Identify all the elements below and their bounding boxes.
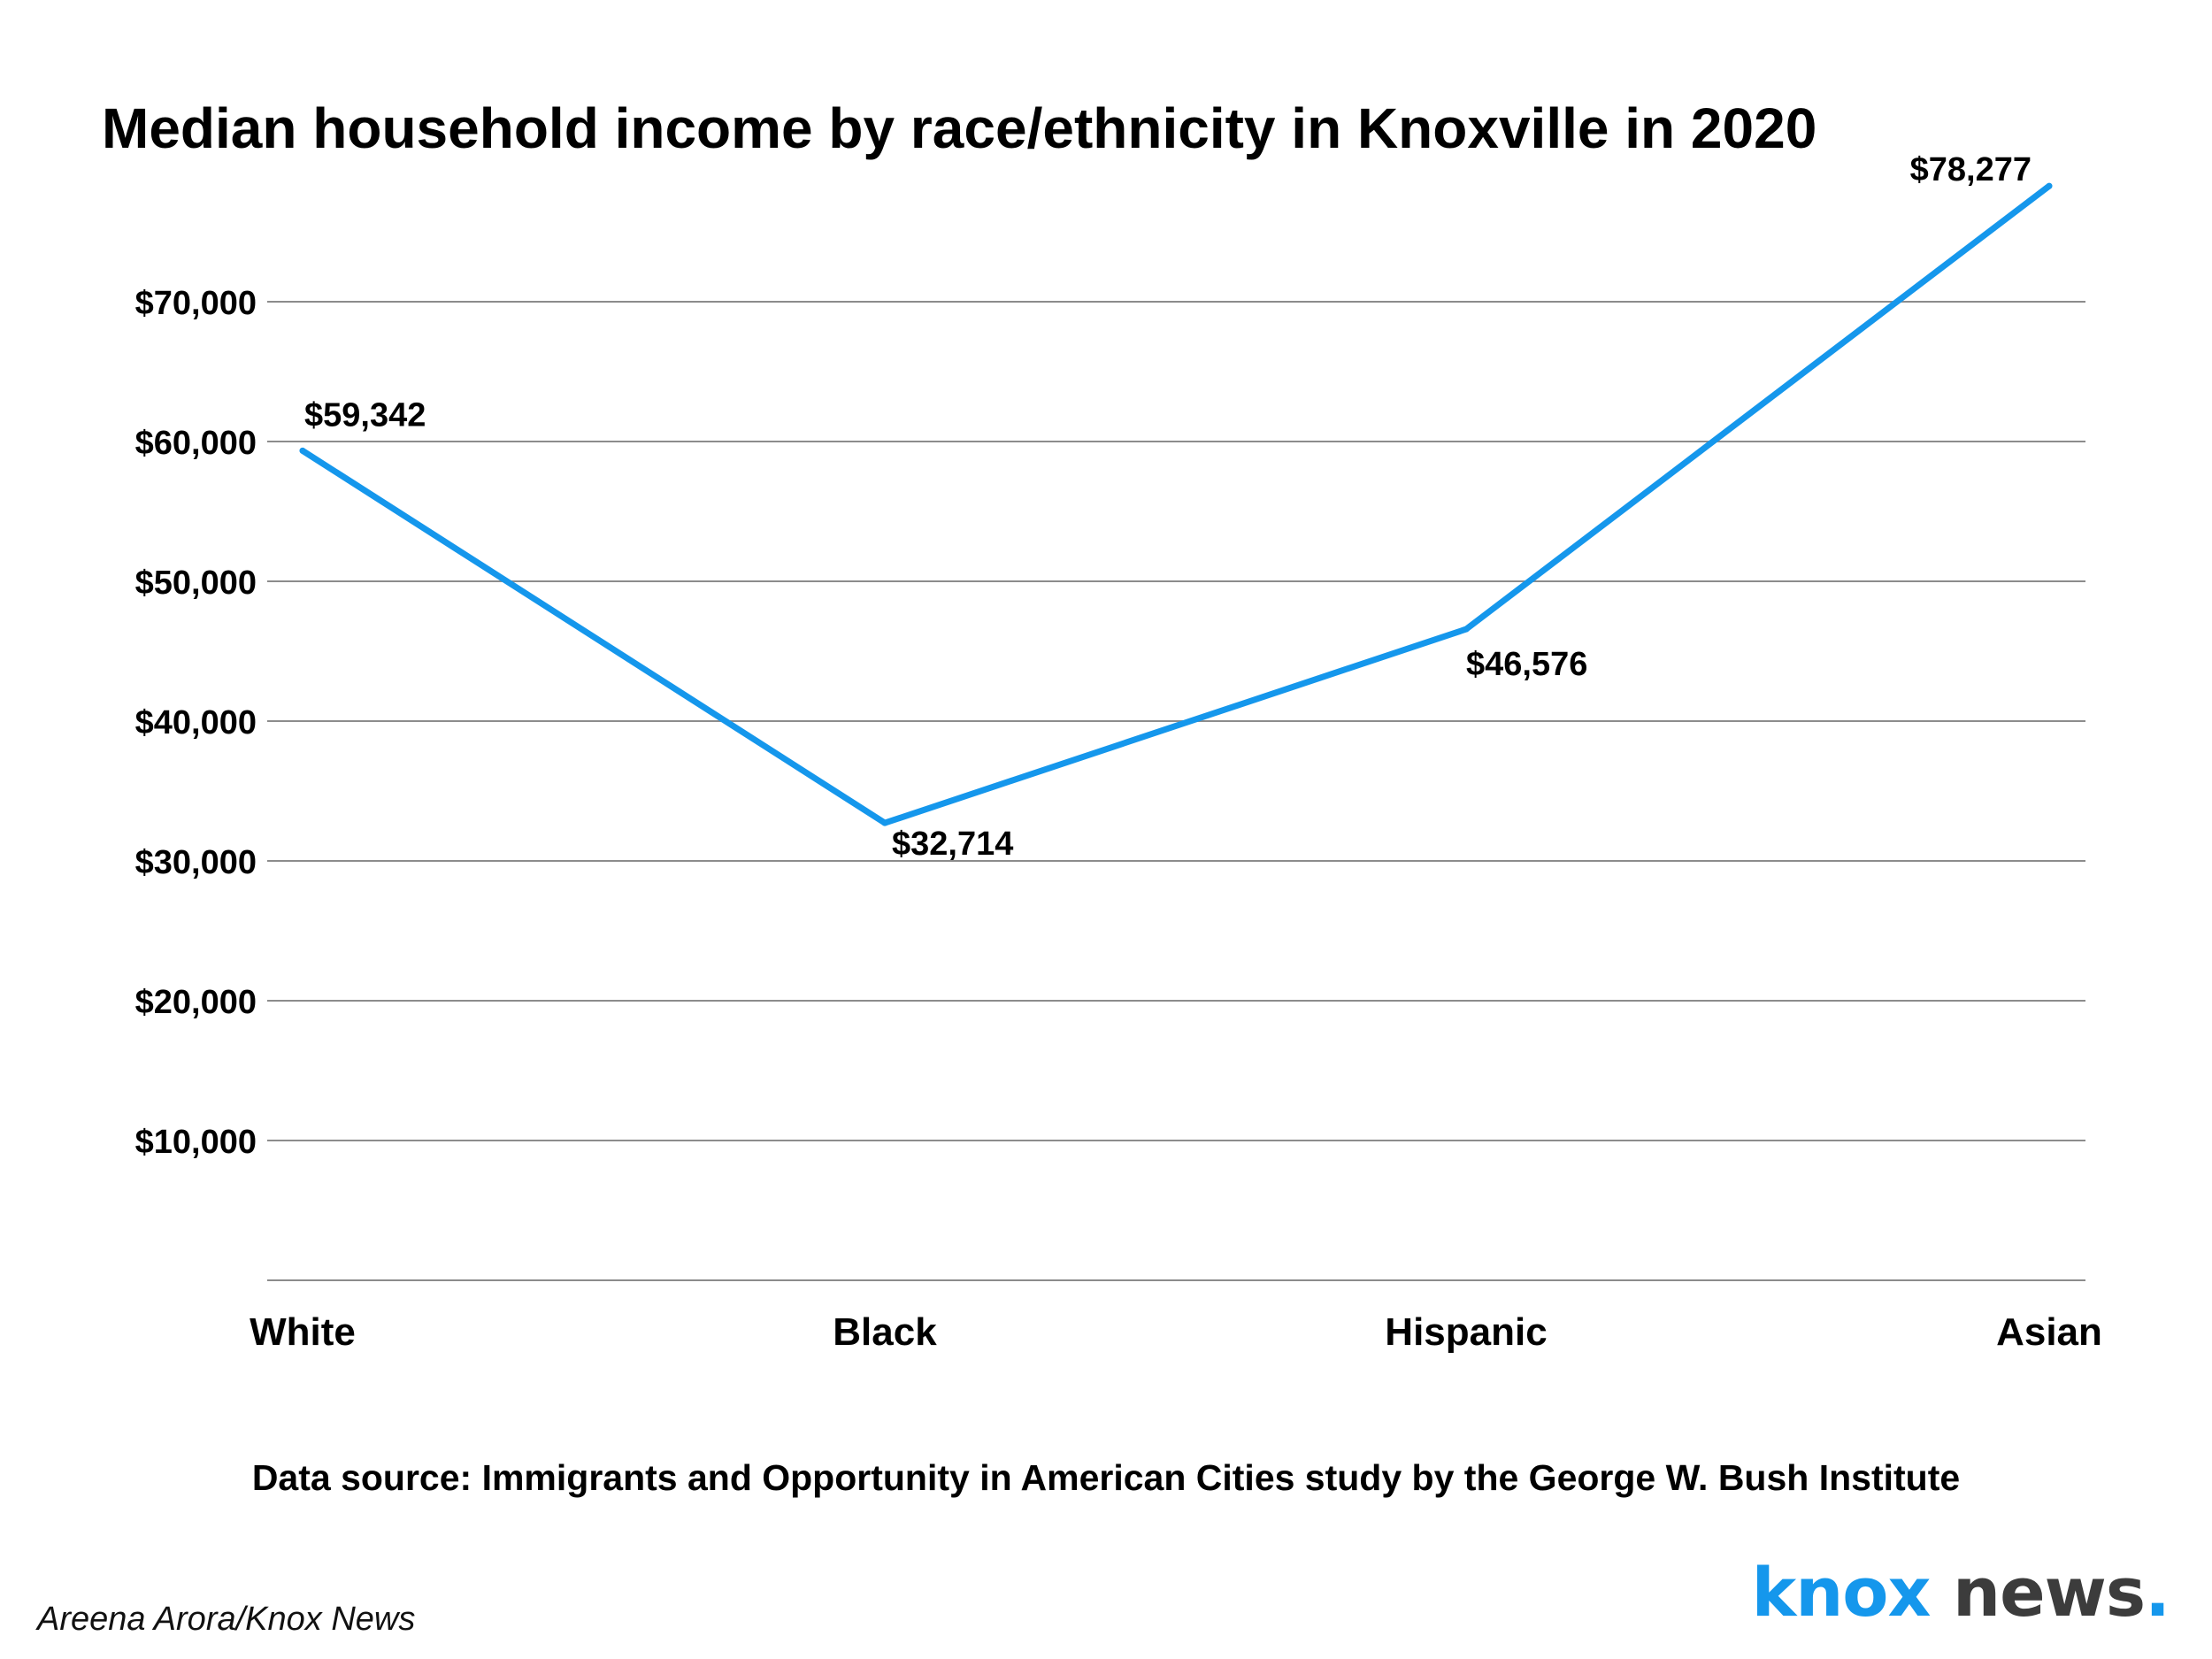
series-line-layer: [299, 182, 2053, 826]
data-point: [881, 819, 888, 826]
data-label: $59,342: [304, 396, 426, 434]
data-label: $78,277: [1910, 151, 2032, 188]
x-tick-label: Hispanic: [1385, 1310, 1547, 1354]
series-line: [299, 182, 2053, 826]
author-credit: Areena Arora/Knox News: [37, 1601, 416, 1638]
y-axis-tick-labels: $10,000 $20,000 $30,000 $40,000 $50,000 $60,0…: [135, 285, 257, 1161]
x-tick-label: Asian: [1996, 1310, 2102, 1354]
y-tick-label: $50,000: [135, 565, 257, 602]
x-tick-label: White: [250, 1310, 356, 1354]
y-tick-label: $60,000: [135, 425, 257, 462]
data-point: [1463, 626, 1470, 633]
data-point: [2046, 182, 2053, 189]
y-tick-label: $70,000: [135, 285, 257, 322]
x-axis-tick-labels: White Black Hispanic Asian: [250, 1310, 2102, 1354]
data-source-note: Data source: Immigrants and Opportunity …: [251, 1457, 1961, 1498]
data-point: [299, 447, 306, 454]
y-tick-label: $20,000: [135, 984, 257, 1021]
chart-title: Median household income by race/ethnicit…: [102, 96, 1817, 160]
y-tick-label: $40,000: [135, 704, 257, 741]
data-label: $46,576: [1466, 646, 1587, 683]
y-tick-label: $30,000: [135, 844, 257, 881]
data-labels: $59,342 $32,714 $46,576 $78,277: [304, 151, 2032, 863]
y-tick-label: $10,000: [135, 1124, 257, 1161]
x-tick-label: Black: [833, 1310, 937, 1354]
data-label: $32,714: [892, 826, 1013, 863]
gridlines: [267, 301, 2085, 1281]
knox-news-logo: knox news.: [1751, 1553, 2170, 1632]
